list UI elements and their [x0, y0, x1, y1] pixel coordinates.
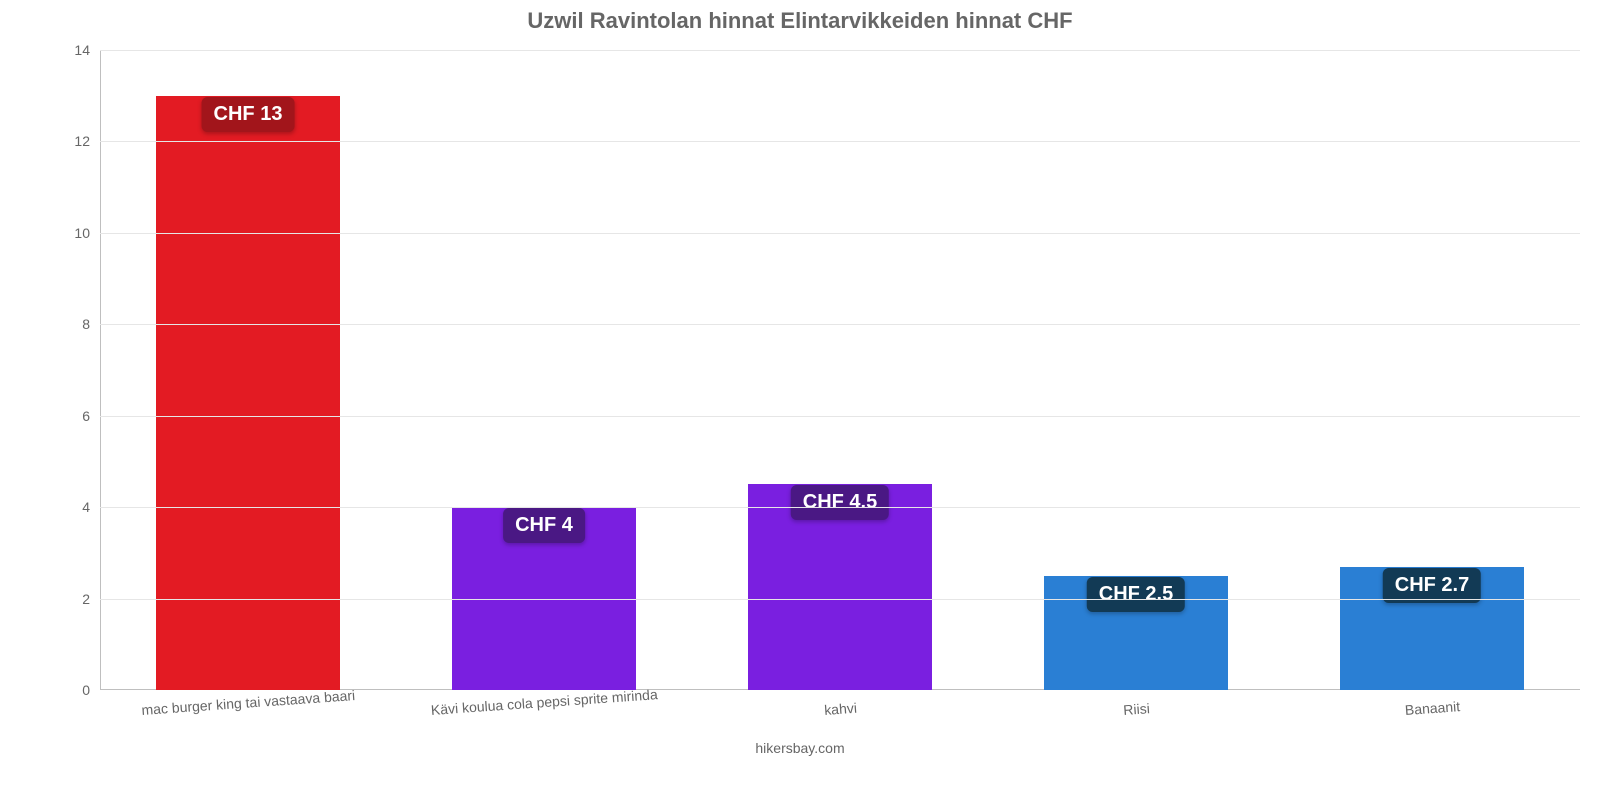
- price-bar-chart: Uzwil Ravintolan hinnat Elintarvikkeiden…: [0, 0, 1600, 800]
- grid-line: [100, 324, 1580, 325]
- y-tick-label: 8: [50, 316, 90, 332]
- y-tick-label: 4: [50, 499, 90, 515]
- y-tick-label: 6: [50, 408, 90, 424]
- y-tick-label: 0: [50, 682, 90, 698]
- bar-value-badge: CHF 2.5: [1087, 577, 1185, 612]
- x-tick-label: Banaanit: [1404, 698, 1460, 718]
- x-tick-label: mac burger king tai vastaava baari: [141, 687, 356, 718]
- y-tick-label: 14: [50, 42, 90, 58]
- grid-line: [100, 233, 1580, 234]
- plot-area: CHF 13CHF 4CHF 4.5CHF 2.5CHF 2.7 0246810…: [100, 50, 1580, 690]
- x-tick-label: Riisi: [1123, 700, 1151, 718]
- bar-value-badge: CHF 4.5: [791, 485, 889, 520]
- grid-line: [100, 141, 1580, 142]
- grid-line: [100, 416, 1580, 417]
- y-tick-label: 10: [50, 225, 90, 241]
- y-tick-label: 12: [50, 133, 90, 149]
- grid-line: [100, 50, 1580, 51]
- bar-value-badge: CHF 4: [503, 508, 585, 543]
- credit-text: hikersbay.com: [0, 740, 1600, 756]
- bar-value-badge: CHF 2.7: [1383, 568, 1481, 603]
- grid-line: [100, 507, 1580, 508]
- grid-line: [100, 599, 1580, 600]
- bar-value-badge: CHF 13: [202, 97, 295, 132]
- chart-title: Uzwil Ravintolan hinnat Elintarvikkeiden…: [0, 8, 1600, 34]
- x-tick-label: kahvi: [824, 700, 858, 718]
- bar: [156, 96, 340, 690]
- bars-layer: CHF 13 CHF 4 CHF 4.5 CHF 2.5 CHF 2.7: [100, 50, 1580, 690]
- y-tick-label: 2: [50, 591, 90, 607]
- x-tick-label: Kävi koulua cola pepsi sprite mirinda: [430, 686, 658, 718]
